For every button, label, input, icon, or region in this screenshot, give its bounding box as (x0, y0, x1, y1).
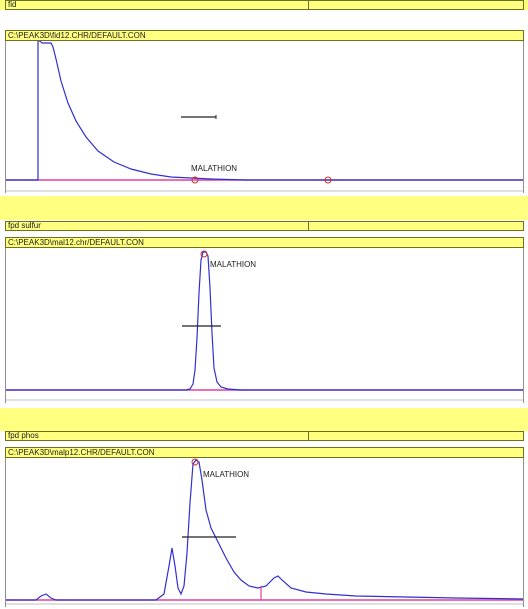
panel-2-detector-label: fpd sulfur (8, 221, 41, 230)
panel-3-peak-marker[interactable] (191, 458, 199, 466)
header-divider (308, 1, 309, 9)
panel-2-plot-svg (6, 250, 523, 401)
panel-1-file-path: C:\PEAK3D\fid12.CHR/DEFAULT.CON (5, 30, 524, 41)
panel-3-detector-header[interactable]: fpd phos (5, 431, 524, 441)
panel-2-band (0, 196, 528, 220)
panel-3-detector-label: fpd phos (8, 431, 39, 440)
panel-2-trace (6, 251, 523, 391)
panel-2-peak-label: MALATHION (210, 260, 257, 269)
panel-3-peak-label: MALATHION (203, 470, 250, 479)
panel-3-file-path: C:\PEAK3D\malp12.CHR/DEFAULT.CON (5, 447, 524, 458)
panel-1-detector-header[interactable]: fid (5, 0, 524, 10)
panel-1-peak-label: MALATHION (191, 164, 238, 173)
header-divider (308, 432, 309, 440)
panel-3-chromatogram[interactable]: MALATHION (5, 458, 524, 607)
panel-2-peak-marker[interactable] (200, 250, 208, 258)
panel-2-file-path: C:\PEAK3D\mal12.chr/DEFAULT.CON (5, 237, 524, 248)
panel-1-chromatogram[interactable]: MALATHION (5, 41, 524, 193)
panel-1-detector-label: fid (8, 0, 17, 9)
panel-1-trace (6, 41, 523, 181)
panel-3-plot-svg (6, 458, 523, 605)
panel-1-plot-svg (6, 41, 523, 192)
panel-3-trace (6, 459, 523, 601)
panel-2-chromatogram[interactable]: MALATHION (5, 248, 524, 403)
panel-3-band (0, 408, 528, 431)
panel-1-peak-marker[interactable] (191, 176, 199, 184)
panel-2-detector-header[interactable]: fpd sulfur (5, 221, 524, 231)
header-divider (308, 222, 309, 230)
panel-1-peak-marker[interactable] (324, 176, 332, 184)
